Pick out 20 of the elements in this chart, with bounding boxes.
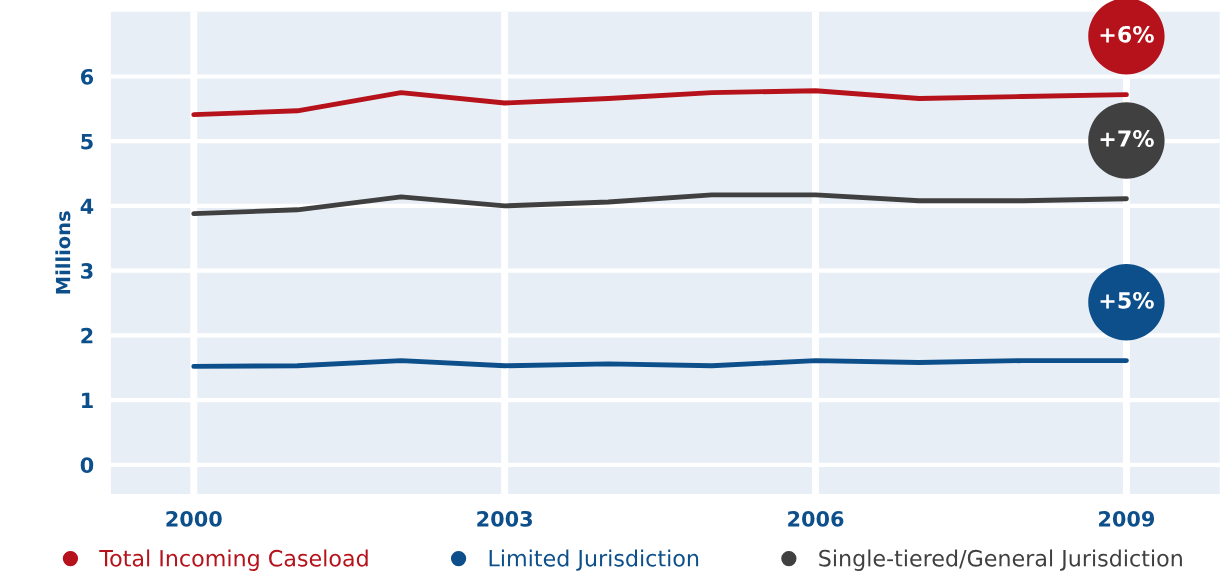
- y-tick-label: 2: [81, 327, 93, 344]
- line-series: [191, 192, 1129, 217]
- legend-label: Single-tiered/General Jurisdiction: [819, 549, 1182, 571]
- annotation: +5%: [1100, 291, 1154, 309]
- x-tick-label: 2006: [788, 510, 844, 527]
- legend-label: Limited Jurisdiction: [489, 549, 699, 571]
- line-series: [191, 88, 1129, 118]
- annotation: +6%: [1100, 25, 1154, 43]
- y-tick-label: 5: [81, 133, 93, 150]
- y-tick-label: 3: [81, 263, 93, 279]
- x-tick-label: 2000: [166, 510, 222, 527]
- y-tick-label: 0: [80, 457, 94, 474]
- y-axis-title: Millions: [55, 211, 71, 294]
- y-tick-label: 6: [81, 68, 94, 85]
- legend-label: Total Incoming Caseload: [99, 549, 368, 571]
- x-tick-label: 2009: [1099, 510, 1155, 527]
- annotation: +7%: [1100, 130, 1154, 147]
- y-tick-label: 4: [80, 198, 94, 214]
- x-tick-label: 2003: [477, 510, 532, 527]
- y-tick-label: 1: [82, 392, 93, 408]
